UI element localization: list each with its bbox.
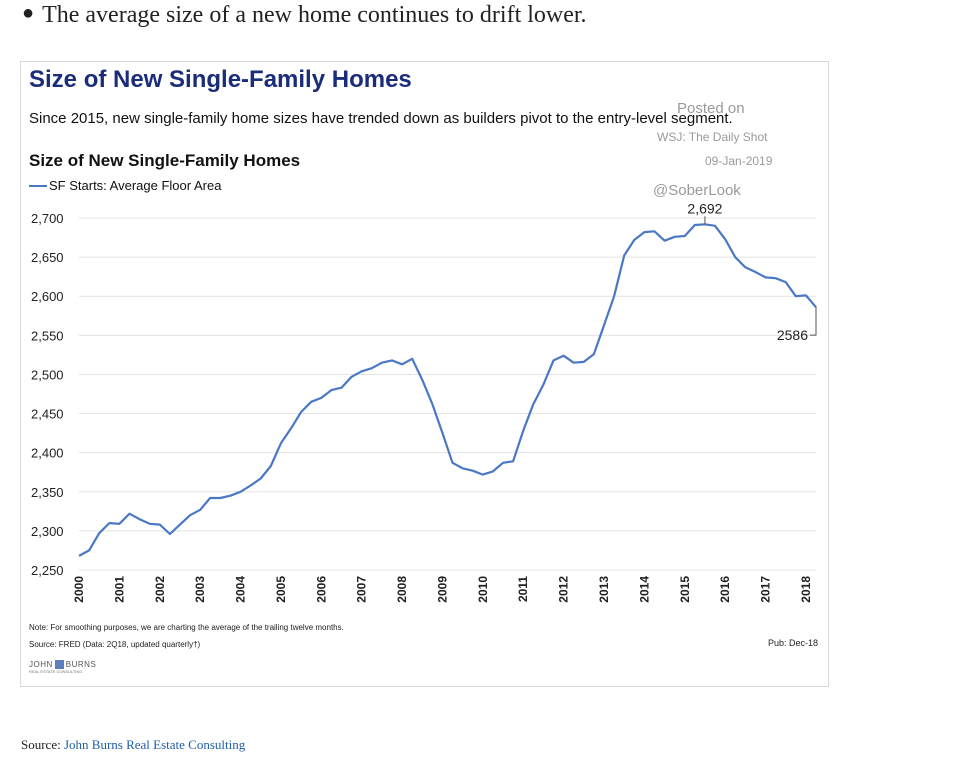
watermark-handle: @SoberLook [653,182,741,199]
watermark-outlet: WSJ: The Daily Shot [657,130,768,144]
logo-wordmark: JOHN BURNS [29,660,119,669]
footer-source-link[interactable]: John Burns Real Estate Consulting [63,737,246,752]
x-tick-label: 2000 [72,576,86,603]
chart-legend: SF Starts: Average Floor Area [29,178,221,193]
series-line-sf-starts [78,223,817,557]
x-tick-label: 2011 [516,576,530,602]
y-tick-label: 2,650 [31,250,64,265]
chart-series [78,223,817,557]
x-tick-label: 2002 [153,576,167,603]
x-tick-label: 2014 [637,576,651,603]
x-tick-label: 2016 [718,576,732,603]
line-chart: 2,250 2,300 2,350 2,400 2,450 2,500 2,550 2,600… [31,200,817,603]
y-tick-label: 2,500 [31,367,64,382]
logo-subtitle: REAL ESTATE CONSULTING [29,669,83,674]
chart-note: Note: For smoothing purposes, we are cha… [29,623,344,632]
x-tick-label: 2001 [112,576,126,603]
card-subtitle: Since 2015, new single-family home sizes… [29,110,733,127]
y-tick-label: 2,700 [31,211,64,226]
x-tick-label: 2005 [274,576,288,603]
x-tick-label: 2008 [395,576,409,603]
intro-text: The average size of a new home continues… [42,2,587,28]
x-tick-label: 2004 [234,576,248,603]
x-tick-label: 2010 [476,576,490,603]
legend-swatch [29,184,47,187]
y-axis-ticks: 2,250 2,300 2,350 2,400 2,450 2,500 2,550 2,600… [31,211,64,578]
y-tick-label: 2,350 [31,485,64,500]
chart-source: Source: FRED (Data: 2Q18, updated quarte… [29,640,201,649]
annotation-leader-last [810,307,817,336]
x-axis-ticks: 2000 2001 2002 2003 2004 2005 2006 2007 2008 2009… [72,576,813,603]
watermark-posted-on: Posted on [677,100,745,117]
annotation-last: 2586 [777,327,808,343]
x-tick-label: 2006 [314,576,328,603]
logo-word-right: BURNS [65,660,97,669]
chart-card: Size of New Single-Family Homes Since 20… [20,61,829,687]
x-tick-label: 2017 [759,576,773,603]
chart-annotations: 2,692 2586 [687,200,817,343]
intro-line: ● The average size of a new home continue… [22,2,587,29]
y-tick-label: 2,550 [31,328,64,343]
logo-mark-icon [54,660,64,669]
y-tick-label: 2,600 [31,289,64,304]
chart-pub-date: Pub: Dec-18 [767,638,818,648]
y-tick-label: 2,250 [31,563,64,578]
bullet-dot-icon: ● [22,2,35,24]
chart-grid [79,217,816,571]
footer-source: Source: John Burns Real Estate Consultin… [21,737,245,753]
x-tick-label: 2009 [435,576,449,603]
watermark-date: 09-Jan-2019 [705,154,773,168]
y-tick-label: 2,300 [31,524,64,539]
x-tick-label: 2015 [678,576,692,603]
legend-label: SF Starts: Average Floor Area [49,178,222,193]
x-tick-label: 2003 [193,576,207,603]
x-tick-label: 2013 [597,576,611,603]
card-title: Size of New Single-Family Homes [29,66,412,93]
annotation-peak: 2,692 [687,200,722,216]
y-tick-label: 2,400 [31,446,64,461]
john-burns-logo: JOHN BURNS REAL ESTATE CONSULTING [29,660,119,682]
logo-word-left: JOHN [29,660,53,669]
x-tick-label: 2018 [799,576,813,603]
x-tick-label: 2012 [557,576,571,603]
footer-source-label: Source: [21,737,64,752]
y-tick-label: 2,450 [31,407,64,422]
x-tick-label: 2007 [355,576,369,603]
chart-title: Size of New Single-Family Homes [29,151,301,170]
